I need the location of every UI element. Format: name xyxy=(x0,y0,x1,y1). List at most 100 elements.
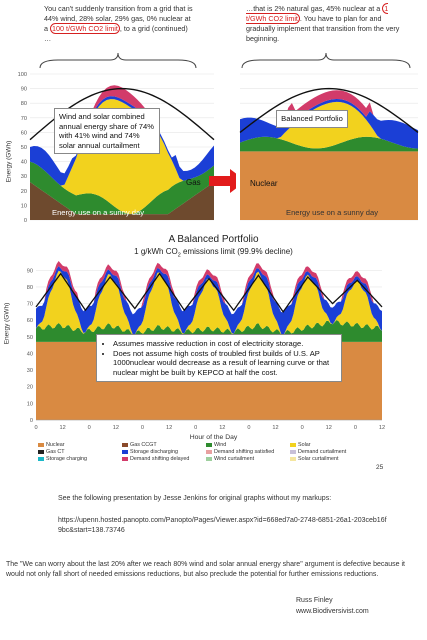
demand-line xyxy=(35,272,383,314)
legend-item: Demand shifting satisfied xyxy=(206,449,284,455)
main-xlabel: Hour of the Day xyxy=(189,434,238,441)
page-number: 25 xyxy=(376,464,384,471)
demand-line xyxy=(239,87,419,133)
brace-left xyxy=(39,52,197,69)
legend-swatch xyxy=(38,450,44,454)
legend-label: Demand curtailment xyxy=(298,449,347,455)
x-tick-label: 0 xyxy=(194,425,197,431)
x-tick-label: 12 xyxy=(272,425,278,431)
legend-label: Storage discharging xyxy=(130,449,178,455)
x-tick-label: 0 xyxy=(247,425,250,431)
notes-box: Assumes massive reduction in cost of ele… xyxy=(96,334,342,382)
y-tick-label: 0 xyxy=(24,218,27,224)
legend-item: Nuclear xyxy=(38,442,116,448)
legend-swatch xyxy=(290,450,296,454)
y-tick-label: 90 xyxy=(27,268,33,274)
x-tick-label: 0 xyxy=(141,425,144,431)
x-tick-label: 12 xyxy=(219,425,225,431)
top-left-chart: 0 10 20 30 40 50 60 70 80 90 100 Energy (GWh) Wind… xyxy=(0,68,218,226)
demand-shifting-area xyxy=(36,260,382,315)
legend-label: Solar curtailment xyxy=(298,456,339,462)
main-chart-panel: A Balanced Portfolio 1 g/kWh CO2 emissio… xyxy=(0,230,427,471)
y-tick-label: 0 xyxy=(30,418,33,424)
legend-label: Solar xyxy=(298,442,311,448)
legend-swatch xyxy=(206,443,212,447)
main-ylabel: Energy (GWh) xyxy=(3,302,11,345)
legend-swatch xyxy=(38,457,44,461)
wind-area xyxy=(240,136,418,152)
gas-area xyxy=(30,182,214,220)
top-left-ylabel: Energy (GWh) xyxy=(5,140,13,183)
legend-swatch xyxy=(290,457,296,461)
main-chart-subtitle: 1 g/kWh CO2 emissions limit (99.9% decli… xyxy=(134,247,293,259)
legend-item: Storage discharging xyxy=(122,449,200,455)
nuclear-label: Nuclear xyxy=(250,179,278,188)
source-link[interactable]: https://upenn.hosted.panopto.com/Panopto… xyxy=(58,517,387,534)
y-tick-label: 70 xyxy=(27,302,33,308)
legend-item: Storage charging xyxy=(38,456,116,462)
legend-label: Demand shifting satisfied xyxy=(214,449,275,455)
legend-label: Demand shifting delayed xyxy=(130,456,190,462)
y-tick-label: 30 xyxy=(21,174,27,180)
circled-co2-limit-right: 1 t/GWh CO2 limit xyxy=(246,3,389,24)
x-tick-label: 12 xyxy=(379,425,385,431)
circled-co2-limit-left: 100 t/GWh CO2 limit xyxy=(50,23,120,34)
legend-item: Gas CT xyxy=(38,449,116,455)
y-tick-label: 20 xyxy=(21,189,27,195)
legend-label: Wind xyxy=(214,442,227,448)
wind-area xyxy=(30,161,214,215)
x-tick-label: 12 xyxy=(59,425,65,431)
x-tick-label: 12 xyxy=(166,425,172,431)
y-tick-label: 50 xyxy=(27,335,33,341)
x-tick-label: 0 xyxy=(34,425,37,431)
note-item: Does not assume high costs of troubled f… xyxy=(113,349,335,378)
legend-label: Storage charging xyxy=(46,456,88,462)
y-tick-label: 60 xyxy=(21,130,27,136)
storage-area xyxy=(240,98,418,149)
y-tick-label: 80 xyxy=(27,285,33,291)
shift-area xyxy=(240,90,418,131)
legend-item: Solar xyxy=(290,442,368,448)
x-tick-label: 0 xyxy=(88,425,91,431)
solar-area xyxy=(30,99,214,214)
legend-item: Gas CCGT xyxy=(122,442,200,448)
top-left-bottom-label: Energy use on a sunny day xyxy=(52,208,145,217)
legend-item: Demand shifting delayed xyxy=(122,456,200,462)
legend-swatch xyxy=(122,443,128,447)
y-tick-label: 10 xyxy=(21,203,27,209)
y-tick-label: 100 xyxy=(18,72,27,78)
brace-right xyxy=(241,52,411,69)
nuclear-area xyxy=(240,151,418,220)
argument-text: The "We can worry about the last 20% aft… xyxy=(6,561,406,578)
legend: Nuclear Gas CCGT Wind Solar Gas CT Storage di… xyxy=(38,442,368,462)
legend-item: Solar curtailment xyxy=(290,456,368,462)
legend-swatch xyxy=(206,457,212,461)
author-website: www.Biodiversivist.com xyxy=(296,608,369,615)
legend-label: Gas CCGT xyxy=(130,442,157,448)
y-tick-label: 90 xyxy=(21,87,27,93)
y-tick-label: 10 xyxy=(27,401,33,407)
legend-label: Nuclear xyxy=(46,442,65,448)
top-right-bottom-label: Energy use on a sunny day xyxy=(286,208,379,217)
x-tick-label: 12 xyxy=(113,425,119,431)
top-left-info-box: Wind and solar combined annual energy sh… xyxy=(54,108,160,154)
y-tick-label: 20 xyxy=(27,385,33,391)
top-right-chart: Balanced Portfolio Nuclear Energy use on… xyxy=(236,68,422,226)
legend-swatch xyxy=(122,450,128,454)
storage-area xyxy=(30,96,214,186)
note-item: Assumes massive reduction in cost of ele… xyxy=(113,339,335,349)
x-tick-label: 0 xyxy=(301,425,304,431)
legend-item: Wind curtailment xyxy=(206,456,284,462)
y-tick-label: 70 xyxy=(21,116,27,122)
top-right-info-box: Balanced Portfolio xyxy=(276,110,348,128)
x-tick-label: 12 xyxy=(326,425,332,431)
legend-swatch xyxy=(290,443,296,447)
author-name: Russ Finley xyxy=(296,597,333,604)
legend-label: Wind curtailment xyxy=(214,456,255,462)
y-tick-label: 40 xyxy=(21,160,27,166)
y-tick-label: 50 xyxy=(21,145,27,151)
solar-area xyxy=(36,270,382,336)
y-tick-label: 80 xyxy=(21,101,27,107)
y-tick-label: 30 xyxy=(27,368,33,374)
gas-label: Gas xyxy=(186,178,201,187)
